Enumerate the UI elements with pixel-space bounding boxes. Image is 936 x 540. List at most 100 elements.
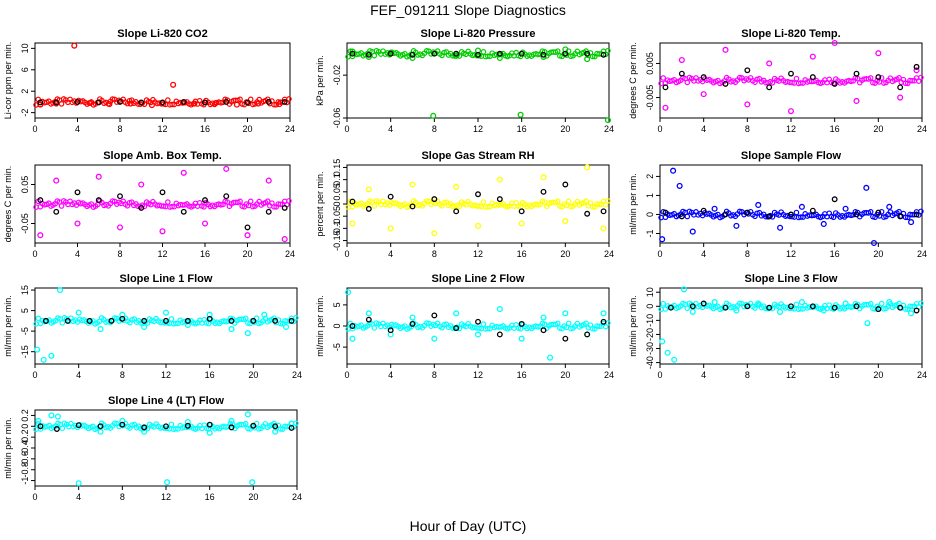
black-point [206, 421, 213, 428]
x-tick-label: 24 [917, 124, 927, 134]
data-point [902, 306, 909, 312]
black-point [75, 422, 82, 429]
data-point [589, 53, 596, 60]
data-point [423, 320, 430, 326]
x-tick-label: 12 [161, 370, 171, 380]
data-point [565, 320, 572, 327]
x-tick-label: 20 [873, 370, 883, 380]
x-tick-label: 12 [161, 492, 171, 502]
black-point [180, 98, 187, 105]
data-point [242, 315, 249, 322]
data-point [918, 300, 924, 307]
data-point [277, 426, 284, 432]
data-point [347, 198, 354, 205]
y-tick-label: 6 [20, 67, 30, 72]
black-point [223, 98, 230, 105]
black-point [662, 209, 669, 216]
data-point [540, 53, 547, 60]
chart-panel: Slope Li-820 Temp. degrees C per min. 0 4 8 1… [628, 28, 927, 134]
data-point [169, 203, 175, 210]
data-point [159, 228, 166, 235]
data-point [678, 56, 685, 64]
data-point [109, 96, 116, 102]
black-point [163, 423, 169, 430]
x-tick-label: 8 [745, 370, 750, 380]
x-tick-label: 4 [701, 249, 706, 259]
y-tick-label: -10 [645, 314, 655, 327]
x-tick-label: 24 [285, 124, 295, 134]
black-point [584, 331, 591, 338]
x-tick-label: 16 [830, 370, 840, 380]
x-tick-label: 4 [701, 124, 706, 134]
black-point [365, 316, 372, 323]
y-tick-label: -1 [645, 229, 655, 237]
data-point [755, 201, 762, 209]
data-point [453, 183, 460, 190]
data-point [798, 80, 804, 86]
black-point [349, 50, 356, 57]
data-point [596, 201, 602, 208]
black-point [700, 74, 707, 81]
black-point [409, 203, 416, 210]
black-point [141, 317, 148, 324]
x-tick-label: 12 [473, 249, 483, 259]
data-point [293, 315, 299, 321]
data-point [371, 52, 378, 59]
black-point [409, 51, 416, 58]
data-point [736, 208, 743, 215]
data-point [281, 236, 288, 243]
y-tick-label: -0.15 [332, 230, 342, 251]
data-point [562, 218, 569, 225]
data-point [554, 320, 561, 327]
data-point [453, 310, 460, 317]
data-point [496, 306, 503, 313]
data-point [97, 326, 104, 333]
black-point [475, 51, 481, 58]
x-tick-label: 20 [560, 124, 570, 134]
data-point [680, 286, 688, 293]
data-point [228, 417, 235, 424]
data-point [867, 300, 874, 307]
x-tick-label: 24 [292, 492, 302, 502]
black-point [37, 99, 44, 106]
data-point [57, 287, 64, 294]
data-point [349, 48, 356, 55]
data-point [886, 203, 893, 210]
black-point [540, 51, 547, 58]
y-axis-label: percent per min. [315, 171, 325, 236]
data-point [722, 46, 729, 53]
data-point [583, 320, 589, 327]
data-point [474, 331, 482, 338]
data-point [409, 181, 416, 188]
x-tick-label: 8 [432, 124, 437, 134]
data-point [518, 220, 525, 227]
black-point [562, 50, 569, 57]
black-point [365, 51, 372, 58]
x-tick-label: 0 [32, 492, 37, 502]
data-point [842, 300, 849, 307]
x-tick-label: 4 [75, 124, 80, 134]
data-point [58, 101, 65, 107]
chart-panel: Slope Li-820 Pressure kPa per min. 0 4 8 12 16… [315, 28, 614, 134]
x-tick-label: 24 [292, 370, 302, 380]
x-tick-label: 8 [117, 249, 122, 259]
data-point [684, 305, 691, 312]
panel-title: Slope Line 1 Flow [120, 273, 213, 285]
data-point [75, 480, 82, 487]
data-point [689, 308, 696, 315]
data-point [365, 310, 372, 317]
data-point [48, 352, 55, 359]
data-point [793, 75, 800, 82]
black-point [788, 303, 794, 310]
x-tick-label: 16 [517, 249, 527, 259]
black-point [913, 307, 920, 314]
data-point [546, 354, 554, 361]
data-point [540, 314, 547, 321]
data-point [864, 320, 871, 327]
data-point [684, 213, 691, 220]
black-point [119, 315, 126, 322]
black-point [875, 74, 882, 81]
black-point [37, 197, 44, 204]
